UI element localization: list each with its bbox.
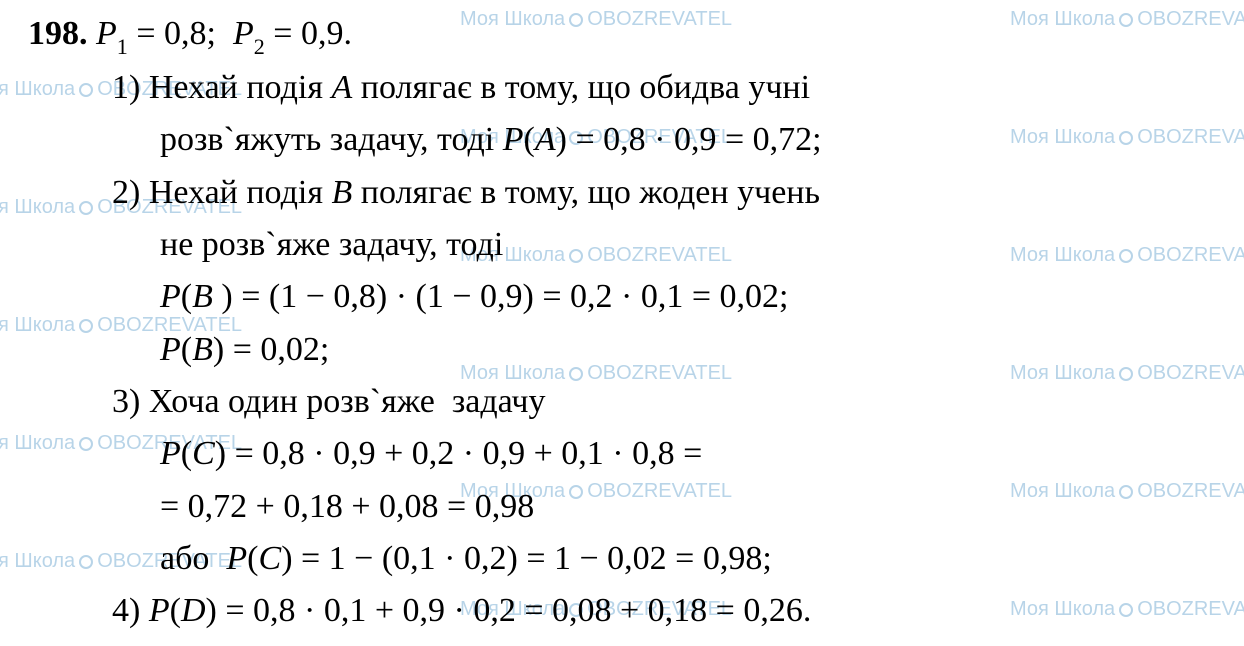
part4-text1: P(D) = 0,8 · 0,1 + 0,9 · 0,2 = 0,08 + 0,… [149,592,812,629]
part2-line1: 2) Нехай подія B полягає в тому, що жоде… [28,167,1224,219]
part1-num: 1) [112,69,140,106]
part2-line2: не розв`яже задачу, тоді [28,219,1224,271]
part3-text4: або P(C) = 1 − (0,1 · 0,2) = 1 − 0,02 = … [160,540,772,577]
part2-line4: P(B) = 0,02; [28,324,1224,376]
given-text: P1 = 0,8; P2 = 0,9. [96,15,352,52]
part3-line2: P(C) = 0,8 · 0,9 + 0,2 · 0,9 + 0,1 · 0,8… [28,428,1224,480]
part3-text2: P(C) = 0,8 · 0,9 + 0,2 · 0,9 + 0,1 · 0,8… [160,435,702,472]
part3-line3: = 0,72 + 0,18 + 0,08 = 0,98 [28,481,1224,533]
part1-line1: 1) Нехай подія A полягає в тому, що обид… [28,62,1224,114]
part3-text1: Хоча один розв`яже задачу [149,383,546,420]
part3-num: 3) [112,383,140,420]
part3-line4: або P(C) = 1 − (0,1 · 0,2) = 1 − 0,02 = … [28,533,1224,585]
part1-text2: розв`яжуть задачу, тоді P(A) = 0,8 · 0,9… [160,121,822,158]
part1-line2: розв`яжуть задачу, тоді P(A) = 0,8 · 0,9… [28,114,1224,166]
part2-text4: P(B) = 0,02; [160,331,329,368]
part1-text1: Нехай подія A полягає в тому, що обидва … [149,69,810,106]
part4-num: 4) [112,592,140,629]
given-line: 198. P1 = 0,8; P2 = 0,9. [28,8,1224,62]
problem-number: 198. [28,15,88,52]
part2-line3: P(B ) = (1 − 0,8) · (1 − 0,9) = 0,2 · 0,… [28,271,1224,323]
part2-text3: P(B ) = (1 − 0,8) · (1 − 0,9) = 0,2 · 0,… [160,278,788,315]
part2-num: 2) [112,174,140,211]
problem-content: 198. P1 = 0,8; P2 = 0,9. 1) Нехай подія … [0,0,1244,646]
part3-line1: 3) Хоча один розв`яже задачу [28,376,1224,428]
part2-text1: Нехай подія B полягає в тому, що жоден у… [149,174,820,211]
part4-line1: 4) P(D) = 0,8 · 0,1 + 0,9 · 0,2 = 0,08 +… [28,585,1224,637]
